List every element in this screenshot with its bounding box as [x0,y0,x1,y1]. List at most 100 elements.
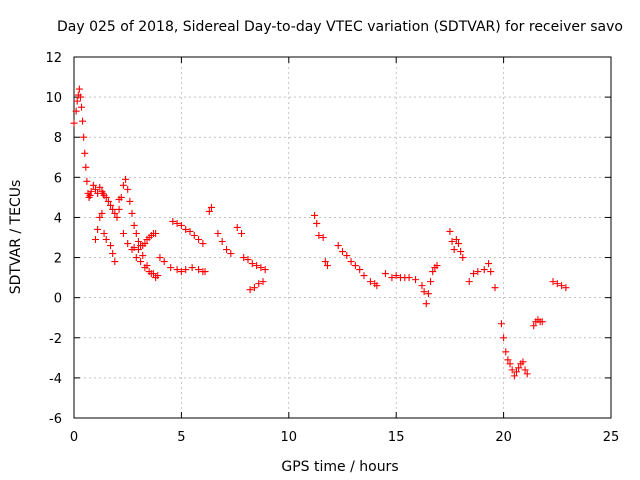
data-point [323,262,331,270]
data-point [233,223,241,231]
y-tick-label: 8 [54,131,62,146]
data-point [448,238,456,246]
data-point [446,227,454,235]
data-point [521,366,529,374]
data-point [470,270,478,278]
x-tick-label: 15 [388,430,405,445]
data-point [82,163,90,171]
data-point [89,181,97,189]
data-point [152,274,160,282]
data-point [81,149,89,157]
data-point [128,209,136,217]
data-point [485,260,493,268]
plot-frame [73,56,612,419]
data-point [343,252,351,260]
data-point [119,181,127,189]
data-point [100,229,108,237]
data-point [186,227,194,235]
x-axis-label: GPS time / hours [281,459,398,475]
data-point [506,360,514,368]
data-point [141,240,149,248]
x-tick-label: 20 [495,430,512,445]
data-point [259,278,267,286]
data-point [244,256,252,264]
data-point [257,264,265,272]
data-point [201,268,209,276]
data-point [412,276,420,284]
data-point [240,254,248,262]
data-point [429,268,437,276]
data-point [356,266,364,274]
data-point [334,242,342,250]
data-point [313,219,321,227]
data-point [72,107,80,115]
data-point [519,358,527,366]
data-point [347,258,355,266]
data-point [553,280,561,288]
data-point [76,93,84,101]
data-point [558,282,566,290]
y-tick-label: 6 [54,171,62,186]
data-point [147,270,155,278]
data-point [523,370,531,378]
data-point [73,97,81,105]
data-point [238,229,246,237]
y-tick-label: -6 [49,412,62,427]
y-axis-label: SDTVAR / TECUs [8,180,24,295]
data-point [427,278,435,286]
data-point [392,272,400,280]
data-point [246,286,254,294]
y-tick-label: -2 [49,332,62,347]
data-point [130,221,138,229]
data-point [137,258,145,266]
data-point [132,229,140,237]
data-point [549,278,557,286]
data-point [96,183,104,191]
data-point [366,278,374,286]
data-point [339,248,346,256]
data-point [160,258,168,266]
data-point [182,225,190,233]
data-point [510,372,518,380]
data-point [321,258,329,266]
data-point [96,213,104,221]
data-point [562,284,570,292]
data-point [173,266,181,274]
data-point [253,262,261,270]
data-point [311,211,319,219]
data-point [79,117,87,125]
data-point [124,240,132,248]
data-point [538,318,546,326]
data-point [177,268,185,276]
data-points [70,85,570,380]
data-point [167,264,175,272]
data-point [420,288,428,296]
data-point [109,250,117,258]
data-point [351,262,359,270]
data-point [115,205,123,213]
y-tick-label: 0 [54,292,62,307]
data-point [223,246,231,254]
data-point [319,234,327,241]
x-tick-label: 10 [281,430,298,445]
x-tick-label: 0 [70,430,78,445]
data-point [250,284,258,292]
data-point [113,213,121,221]
data-point [195,236,203,244]
data-point [388,274,396,282]
y-axis-ticks: -6 -4 -2 0 2 4 6 8 10 12 [45,51,611,427]
data-point [360,272,368,280]
data-point [381,270,389,278]
data-point [227,250,235,258]
data-point [177,221,185,229]
data-point [450,246,458,254]
data-point [122,175,130,183]
data-point [480,266,488,274]
data-point [94,225,102,233]
x-axis-ticks: 0 5 10 15 20 25 [70,57,619,445]
data-point [465,278,473,286]
data-point [102,193,110,201]
y-tick-label: 12 [45,51,62,66]
data-point [457,248,465,256]
data-point [500,334,508,342]
